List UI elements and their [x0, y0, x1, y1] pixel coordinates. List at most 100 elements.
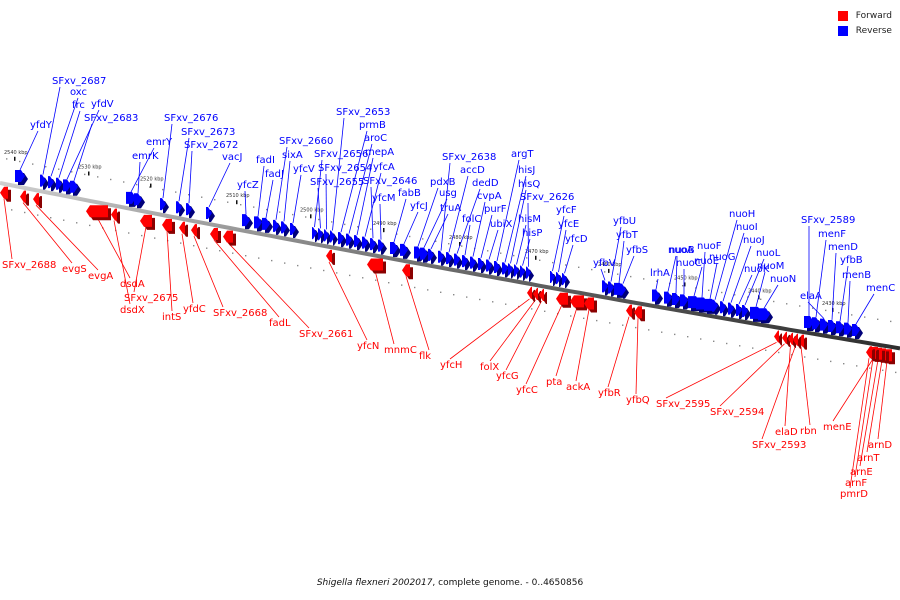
reverse-gene-arrow [56, 177, 62, 190]
leader-line [73, 123, 93, 181]
leader-line [440, 162, 451, 251]
forward-gene-arrow [326, 249, 332, 262]
tick-dot [682, 285, 684, 287]
reverse-gene-label: yfcM [372, 193, 396, 204]
reverse-gene-label: nuoC [676, 258, 702, 269]
reverse-gene-label: lrhA [650, 268, 670, 279]
reverse-gene-arrow [712, 299, 718, 312]
reverse-gene-label: yfcV [293, 164, 315, 175]
forward-gene-arrow [367, 258, 383, 271]
tick-dot [513, 254, 515, 257]
leader-line [137, 161, 141, 194]
forward-gene-label: flk [419, 351, 431, 362]
forward-gene-label: SFxv_2661 [299, 329, 353, 340]
reverse-gene-label: dedD [472, 178, 499, 189]
reverse-gene-arrow [370, 238, 376, 251]
tick-dot [240, 204, 242, 206]
tick-dot [492, 301, 494, 303]
leader-line [227, 242, 310, 329]
leader-line [448, 175, 469, 253]
forward-gene-label: yfcG [496, 371, 519, 382]
tick-dot [539, 259, 541, 261]
forward-gene-label: dsdX [120, 305, 145, 316]
reverse-gene-label: truA [440, 203, 461, 214]
scale-label: 2490 kbp [373, 221, 397, 227]
forward-gene-label: SFxv_2594 [710, 407, 764, 418]
legend: Forward Reverse [837, 8, 892, 38]
leader-line [364, 172, 382, 237]
forward-gene-arrow [191, 224, 197, 237]
tick-dot [570, 315, 572, 317]
tick-dot [596, 319, 598, 322]
leader-line [555, 307, 578, 377]
leader-line [208, 162, 231, 208]
forward-gene-arrow [556, 292, 568, 305]
tick-dot [500, 252, 502, 254]
reverse-gene-arrow [486, 259, 492, 272]
tick-dot [370, 228, 372, 230]
tick-dot [578, 266, 580, 268]
reverse-gene-label: mepA [365, 147, 394, 158]
reverse-gene-label: SFxv_2673 [181, 127, 235, 138]
reverse-gene-label: aroC [364, 133, 387, 144]
tick-dot [851, 314, 853, 316]
reverse-gene-label: yfbU [613, 216, 636, 227]
reverse-gene-label: oxc [70, 87, 87, 98]
tick-dot [375, 279, 377, 281]
forward-gene-label: elaD [775, 427, 798, 438]
tick-dot [448, 243, 450, 245]
legend-forward-label: Forward [855, 10, 892, 21]
reverse-gene-arrow [462, 255, 468, 268]
tick-dot [331, 221, 333, 223]
leader-line [761, 345, 796, 440]
reverse-gene-arrow [852, 324, 860, 337]
leader-line [275, 146, 288, 220]
reverse-gene-label: yfcA [373, 162, 395, 173]
tick-dot [427, 289, 429, 291]
leader-line [283, 160, 291, 222]
tick-dot [830, 360, 832, 363]
tick-dot [227, 201, 229, 203]
forward-gene-label: yfbR [598, 388, 621, 399]
tick-dot [388, 282, 390, 284]
tick-dot [882, 369, 884, 371]
leader-line [655, 278, 659, 290]
tick-dot [895, 371, 897, 374]
tick-dot [526, 257, 528, 259]
leader-line [558, 229, 567, 273]
reverse-gene-arrow [508, 263, 513, 276]
scale-tick [608, 268, 610, 273]
tick-dot [804, 356, 806, 358]
leader-line [552, 215, 565, 272]
leader-line [755, 271, 766, 307]
forward-gene-arrow [533, 287, 538, 300]
tick-dot [136, 183, 138, 186]
forward-gene-label: arnE [850, 467, 873, 478]
leader-line [403, 211, 419, 245]
scale-tick [150, 183, 152, 188]
reverse-gene-arrow [514, 264, 519, 277]
forward-gene-label: intS [162, 312, 181, 323]
reverse-gene-label: yfdV [91, 99, 114, 110]
tick-dot [656, 280, 658, 282]
tick-dot [700, 338, 702, 340]
reverse-gene-arrow [346, 233, 352, 246]
forward-gene-label: rbn [800, 426, 817, 437]
tick-dot [687, 336, 689, 338]
tick-dot [674, 333, 676, 336]
leader-line [738, 274, 753, 305]
reverse-gene-label: SFxv_2687 [52, 76, 106, 87]
forward-gene-arrow [402, 264, 410, 277]
reverse-gene-arrow [15, 169, 25, 182]
reverse-gene-arrow [362, 236, 368, 249]
reverse-gene-arrow [502, 262, 508, 275]
tick-dot [604, 271, 606, 273]
leader-line [472, 201, 486, 257]
reverse-gene-label: sixA [282, 150, 303, 161]
tick-dot [461, 245, 463, 247]
forward-gene-arrow [162, 218, 172, 231]
tick-dot [310, 267, 312, 269]
leader-line [763, 284, 779, 309]
tick-dot [773, 300, 775, 303]
reverse-gene-arrow [836, 321, 844, 334]
